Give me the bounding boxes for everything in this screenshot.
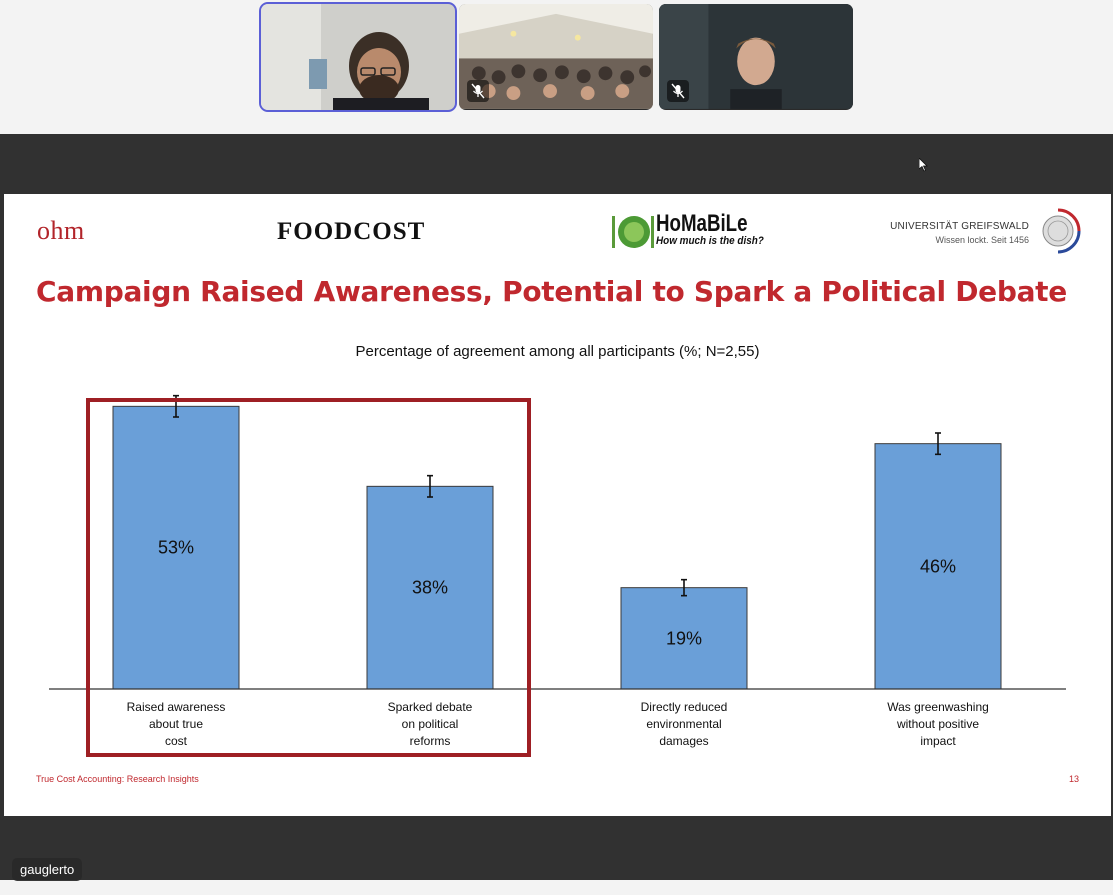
presentation-slide: ohm FOODCOST HoMaBiLe How much is the di… bbox=[4, 194, 1111, 816]
university-motto: Wissen lockt. Seit 1456 bbox=[935, 235, 1029, 245]
foodcost-logo: FOODCOST bbox=[277, 218, 426, 245]
category-label-1-2: reforms bbox=[410, 734, 451, 748]
participant-tile-participant[interactable] bbox=[659, 4, 853, 110]
mouse-cursor-icon bbox=[919, 158, 928, 172]
homabile-tagline: How much is the dish? bbox=[656, 235, 764, 247]
value-label-1: 38% bbox=[412, 578, 448, 598]
muted-mic-icon bbox=[667, 80, 689, 102]
muted-mic-icon bbox=[467, 80, 489, 102]
presenter-name-badge: gauglerto bbox=[12, 858, 83, 881]
slide-footer: True Cost Accounting: Research Insights bbox=[36, 774, 199, 784]
participant-tile-speaker[interactable] bbox=[259, 2, 457, 112]
bar-chart: 53% Raised awareness about true cost 38% Spar… bbox=[49, 394, 1066, 757]
category-label-3-0: Was greenwashing bbox=[887, 700, 989, 714]
category-label-1-1: on political bbox=[402, 717, 459, 731]
category-label-0-0: Raised awareness bbox=[127, 700, 226, 714]
value-label-3: 46% bbox=[920, 556, 956, 576]
value-label-0: 53% bbox=[158, 538, 194, 558]
category-label-2-2: damages bbox=[659, 734, 708, 748]
category-label-0-2: cost bbox=[165, 734, 188, 748]
slide-title: Campaign Raised Awareness, Potential to … bbox=[36, 275, 1067, 308]
category-label-1-0: Sparked debate bbox=[388, 700, 473, 714]
bar-0 bbox=[112, 405, 240, 690]
category-label-3-2: impact bbox=[920, 734, 956, 748]
participant-video bbox=[659, 4, 853, 109]
bar-2 bbox=[620, 587, 748, 690]
room-video bbox=[459, 4, 653, 109]
homabile-logo: HoMaBiLe How much is the dish? bbox=[610, 210, 770, 254]
participant-strip bbox=[259, 2, 861, 112]
plate-icon bbox=[612, 216, 654, 248]
university-name: UNIVERSITÄT GREIFSWALD bbox=[890, 221, 1029, 232]
screen-share-stage: ohm FOODCOST HoMaBiLe How much is the di… bbox=[0, 134, 1113, 880]
category-label-3-1: without positive bbox=[896, 717, 979, 731]
greifswald-logo: UNIVERSITÄT GREIFSWALD Wissen lockt. Sei… bbox=[890, 206, 1081, 260]
university-seal-icon bbox=[1042, 208, 1081, 254]
bar-3 bbox=[874, 443, 1002, 690]
bar-1 bbox=[366, 485, 494, 690]
highlight-box bbox=[86, 398, 531, 757]
speaker-video bbox=[261, 4, 455, 110]
category-label-0-1: about true bbox=[149, 717, 203, 731]
category-label-2-0: Directly reduced bbox=[641, 700, 728, 714]
chart-title: Percentage of agreement among all partic… bbox=[355, 343, 760, 360]
ohm-logo: ohm bbox=[37, 216, 85, 245]
category-label-2-1: environmental bbox=[646, 717, 721, 731]
participant-tile-room[interactable] bbox=[459, 4, 653, 110]
homabile-wordmark: HoMaBiLe bbox=[656, 210, 748, 237]
value-label-2: 19% bbox=[666, 628, 702, 648]
slide-page-number: 13 bbox=[1068, 774, 1079, 784]
